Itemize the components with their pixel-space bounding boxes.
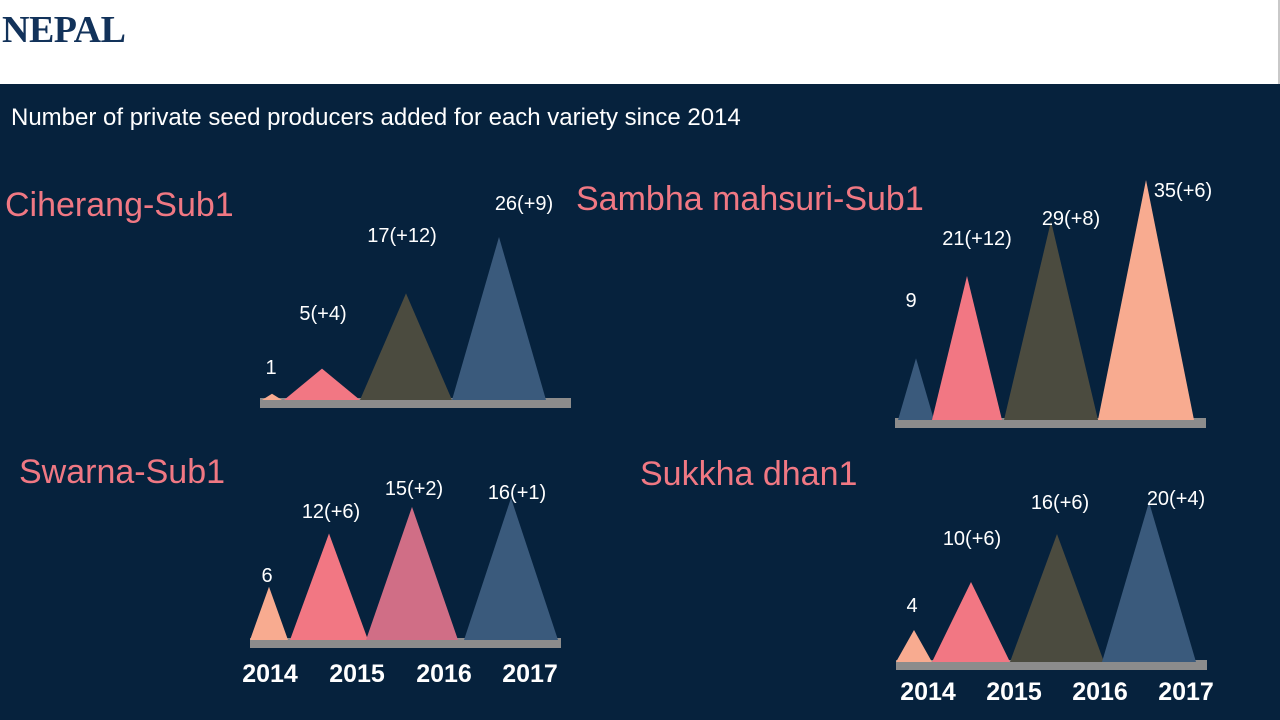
bar-ciherang-2014 <box>262 393 282 400</box>
data-label-swarna-2017: 16(+1) <box>487 482 547 504</box>
bar-sambha-2014 <box>898 358 934 420</box>
data-label-swarna-2014: 6 <box>261 565 273 587</box>
year-label-2015-right: 2015 <box>986 678 1042 706</box>
bar-swarna-2014 <box>250 586 288 640</box>
bar-sukkha-2017 <box>1102 502 1196 662</box>
data-label-swarna-2016: 15(+2) <box>384 478 444 500</box>
variety-title-sukkha: Sukkha dhan1 <box>640 455 858 493</box>
year-label-2014-left: 2014 <box>242 660 298 688</box>
year-label-2016-left: 2016 <box>416 660 472 688</box>
year-label-2017-left: 2017 <box>502 660 558 688</box>
slide-subtitle: Number of private seed producers added f… <box>11 104 741 131</box>
variety-title-swarna: Swarna-Sub1 <box>19 453 226 491</box>
bar-sambha-2015 <box>932 276 1002 420</box>
bar-ciherang-2016 <box>360 293 452 400</box>
baseline-sambha <box>895 418 1206 428</box>
bar-sukkha-2014 <box>896 630 932 662</box>
data-label-ciherang-2016: 17(+12) <box>367 225 437 247</box>
bar-swarna-2016 <box>366 506 458 640</box>
data-label-swarna-2015: 12(+6) <box>301 501 361 523</box>
data-label-ciherang-2014: 1 <box>265 357 277 379</box>
bar-ciherang-2015 <box>284 368 360 400</box>
data-label-ciherang-2017: 26(+9) <box>494 193 554 215</box>
baseline-sukkha <box>896 660 1207 670</box>
data-label-sukkha-2017: 20(+4) <box>1146 488 1206 510</box>
bar-swarna-2015 <box>290 533 368 640</box>
country-title: NEPAL <box>2 9 126 51</box>
bar-swarna-2017 <box>464 498 558 640</box>
year-label-2017-right: 2017 <box>1158 678 1214 706</box>
data-label-sambha-2016: 29(+8) <box>1041 208 1101 230</box>
year-label-2016-right: 2016 <box>1072 678 1128 706</box>
variety-title-sambha: Sambha mahsuri-Sub1 <box>576 180 924 218</box>
bar-sukkha-2016 <box>1010 534 1104 662</box>
year-label-2015-left: 2015 <box>329 660 385 688</box>
baseline-ciherang <box>260 398 571 408</box>
data-label-sambha-2015: 21(+12) <box>942 228 1012 250</box>
data-label-sukkha-2014: 4 <box>906 595 918 617</box>
data-label-sukkha-2015: 10(+6) <box>942 528 1002 550</box>
variety-title-ciherang: Ciherang-Sub1 <box>5 186 234 224</box>
data-label-sambha-2014: 9 <box>905 290 917 312</box>
bar-sambha-2016 <box>1004 221 1098 420</box>
bar-ciherang-2017 <box>452 237 546 400</box>
bar-sambha-2017 <box>1098 180 1194 420</box>
data-label-sambha-2017: 35(+6) <box>1153 180 1213 202</box>
baseline-swarna <box>250 638 561 648</box>
data-label-ciherang-2015: 5(+4) <box>299 303 347 325</box>
year-label-2014-right: 2014 <box>900 678 956 706</box>
bar-sukkha-2015 <box>932 582 1010 662</box>
data-label-sukkha-2016: 16(+6) <box>1030 492 1090 514</box>
header-bar: NEPAL <box>0 0 1280 84</box>
